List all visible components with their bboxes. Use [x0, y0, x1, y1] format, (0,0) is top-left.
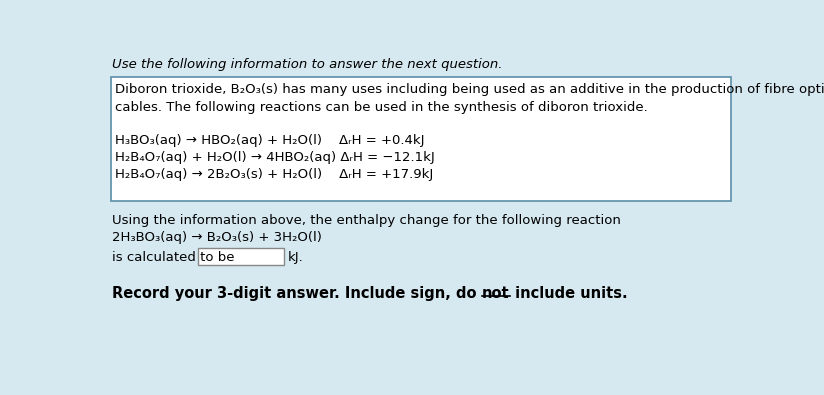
Text: is calculated to be: is calculated to be: [112, 251, 235, 264]
Text: Diboron trioxide, B₂O₃(s) has many uses including being used as an additive in t: Diboron trioxide, B₂O₃(s) has many uses …: [115, 83, 824, 114]
Text: include units.: include units.: [509, 286, 627, 301]
Text: not: not: [482, 286, 509, 301]
Text: 2H₃BO₃(aq) → B₂O₃(s) + 3H₂O(l): 2H₃BO₃(aq) → B₂O₃(s) + 3H₂O(l): [112, 231, 322, 244]
Text: Using the information above, the enthalpy change for the following reaction: Using the information above, the enthalp…: [112, 214, 621, 227]
FancyBboxPatch shape: [198, 248, 284, 265]
Text: H₃BO₃(aq) → HBO₂(aq) + H₂O(l)    ΔᵣH = +0.4kJ: H₃BO₃(aq) → HBO₂(aq) + H₂O(l) ΔᵣH = +0.4…: [115, 134, 425, 147]
Text: H₂B₄O₇(aq) + H₂O(l) → 4HBO₂(aq) ΔᵣH = −12.1kJ: H₂B₄O₇(aq) + H₂O(l) → 4HBO₂(aq) ΔᵣH = −1…: [115, 150, 435, 164]
Text: Record your 3-digit answer. Include sign, do: Record your 3-digit answer. Include sign…: [112, 286, 482, 301]
FancyBboxPatch shape: [110, 77, 731, 201]
Text: Use the following information to answer the next question.: Use the following information to answer …: [112, 58, 503, 71]
Text: H₂B₄O₇(aq) → 2B₂O₃(s) + H₂O(l)    ΔᵣH = +17.9kJ: H₂B₄O₇(aq) → 2B₂O₃(s) + H₂O(l) ΔᵣH = +17…: [115, 167, 433, 181]
Text: kJ.: kJ.: [288, 251, 303, 264]
